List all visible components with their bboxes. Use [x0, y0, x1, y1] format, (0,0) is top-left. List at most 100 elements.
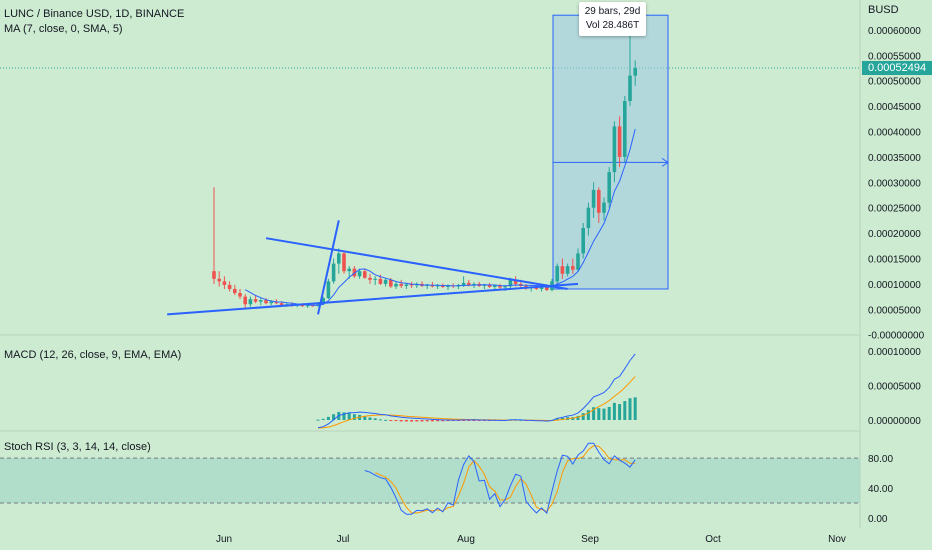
macd-tick-label: 0.00010000	[868, 347, 921, 358]
current-price-tag: 0.00052494	[862, 61, 932, 75]
measure-arrow	[661, 157, 669, 167]
candle-body	[217, 278, 221, 282]
candle-body	[305, 305, 310, 307]
macd-histogram-bar	[436, 420, 440, 422]
candle-body	[571, 266, 575, 270]
price-tick-label: 0.00040000	[868, 128, 921, 139]
macd-histogram-bar	[368, 417, 372, 420]
price-tick-label: 0.00015000	[868, 255, 921, 266]
macd-histogram-bar	[363, 416, 367, 420]
time-tick-label: Oct	[705, 534, 721, 545]
price-tick-label: 0.00030000	[868, 178, 921, 189]
macd-histogram-bar	[462, 420, 466, 421]
macd-histogram-bar	[347, 412, 351, 420]
macd-histogram-bar	[602, 408, 606, 420]
stoch-tick-label: 40.00	[868, 484, 893, 495]
candle-body	[269, 301, 273, 304]
price-tick-label: 0.00005000	[868, 305, 921, 316]
candle-body	[461, 282, 466, 285]
candle-body	[425, 284, 429, 286]
macd-histogram-bar	[384, 419, 388, 421]
macd-histogram-bar	[446, 420, 450, 422]
currency-label: BUSD	[868, 4, 899, 16]
macd-histogram-bar	[326, 416, 330, 420]
candle-body	[389, 279, 393, 287]
candle-body	[238, 293, 242, 297]
trendline	[317, 220, 340, 315]
trendline	[265, 237, 568, 290]
time-tick-label: Jun	[216, 534, 232, 545]
price-tick-label: 0.00035000	[868, 153, 921, 164]
macd-histogram-bar	[342, 412, 346, 420]
candle-body	[264, 300, 268, 304]
candle-body	[368, 277, 372, 280]
macd-histogram-bar	[321, 418, 325, 420]
measure-bars: 29 bars, 29d	[584, 6, 641, 17]
stoch-indicator-label[interactable]: Stoch RSI (3, 3, 14, 14, close)	[4, 441, 151, 453]
price-tick-label: 0.00050000	[868, 77, 921, 88]
price-tick-label: 0.00045000	[868, 102, 921, 113]
candle-body	[482, 284, 487, 286]
macd-histogram-bar	[607, 407, 611, 420]
candle-body	[565, 266, 570, 274]
stoch-tick-label: 80.00	[868, 454, 893, 465]
macd-histogram-bar	[352, 414, 356, 420]
candle-body	[576, 253, 580, 270]
stoch-band	[0, 458, 860, 504]
time-tick-label: Jul	[337, 534, 350, 545]
candle-body	[591, 189, 596, 208]
candle-body	[513, 279, 518, 284]
macd-histogram-bar	[378, 419, 382, 421]
candle-body	[545, 287, 549, 290]
candle-body	[373, 278, 377, 280]
candle-body	[404, 284, 409, 286]
macd-histogram-bar	[597, 408, 601, 420]
candle-body	[248, 299, 253, 305]
time-tick-label: Nov	[828, 534, 846, 545]
macd-histogram-bar	[430, 420, 434, 422]
macd-histogram-bar	[373, 418, 377, 420]
candle-body	[446, 285, 450, 287]
price-tick-label: 0.00020000	[868, 229, 921, 240]
macd-histogram-bar	[586, 410, 590, 420]
measure-volume: Vol 28.486T	[585, 20, 640, 31]
macd-histogram-bar	[623, 401, 627, 420]
candle-body	[383, 279, 388, 284]
candle-body	[472, 283, 476, 285]
macd-histogram-bar	[612, 402, 616, 420]
candle-body	[331, 263, 336, 282]
candle-body	[363, 271, 367, 278]
candle-body	[602, 202, 606, 213]
candle-body	[274, 301, 279, 304]
candle-body	[227, 284, 232, 289]
macd-line	[317, 353, 636, 429]
candle-body	[233, 288, 237, 294]
macd-histogram-bar	[576, 415, 580, 420]
candle-body	[347, 268, 351, 272]
candle-body	[337, 253, 341, 264]
candle-body	[243, 296, 247, 305]
candle-body	[498, 285, 502, 288]
macd-histogram-bar	[316, 419, 320, 421]
macd-histogram-bar	[389, 420, 393, 421]
candle-body	[617, 126, 622, 157]
macd-histogram-bar	[633, 397, 637, 420]
candle-body	[279, 303, 284, 306]
ma-indicator-label[interactable]: MA (7, close, 0, SMA, 5)	[4, 23, 123, 35]
candle-body	[394, 283, 398, 287]
macd-indicator-label[interactable]: MACD (12, 26, close, 9, EMA, EMA)	[4, 349, 182, 361]
candle-body	[409, 284, 414, 286]
macd-histogram-bar	[581, 413, 585, 420]
macd-histogram-bar	[332, 414, 336, 420]
macd-histogram-bar	[425, 420, 429, 422]
price-tick-label: 0.00060000	[868, 26, 921, 37]
candle-body	[503, 286, 507, 288]
symbol-title: LUNC / Binance USD, 1D, BINANCE	[4, 8, 185, 20]
candle-body	[607, 172, 611, 203]
candle-body	[623, 101, 627, 157]
macd-histogram-bar	[404, 420, 408, 422]
trendline	[167, 282, 579, 316]
price-tick-label: 0.00025000	[868, 204, 921, 215]
time-tick-label: Sep	[581, 534, 599, 545]
